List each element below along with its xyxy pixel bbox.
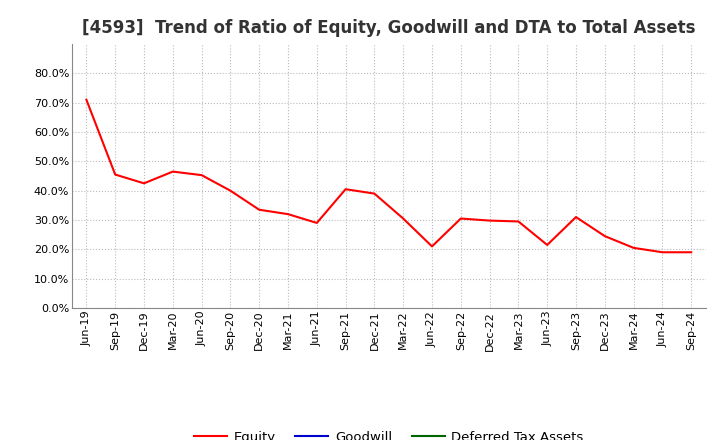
Equity	[197, 172, 206, 178]
Equity	[543, 242, 552, 248]
Equity	[284, 212, 292, 217]
Equity	[514, 219, 523, 224]
Equity	[600, 234, 609, 239]
Equity	[629, 245, 638, 250]
Equity	[456, 216, 465, 221]
Equity	[312, 220, 321, 226]
Line: Equity: Equity	[86, 100, 691, 252]
Equity	[341, 187, 350, 192]
Equity	[82, 97, 91, 103]
Equity	[399, 216, 408, 221]
Equity	[111, 172, 120, 177]
Equity	[687, 249, 696, 255]
Equity	[428, 244, 436, 249]
Equity	[572, 214, 580, 220]
Legend: Equity, Goodwill, Deferred Tax Assets: Equity, Goodwill, Deferred Tax Assets	[189, 425, 589, 440]
Equity	[255, 207, 264, 213]
Equity	[140, 181, 148, 186]
Equity	[226, 188, 235, 193]
Title: [4593]  Trend of Ratio of Equity, Goodwill and DTA to Total Assets: [4593] Trend of Ratio of Equity, Goodwil…	[82, 19, 696, 37]
Equity	[168, 169, 177, 174]
Equity	[370, 191, 379, 196]
Equity	[658, 249, 667, 255]
Equity	[485, 218, 494, 223]
